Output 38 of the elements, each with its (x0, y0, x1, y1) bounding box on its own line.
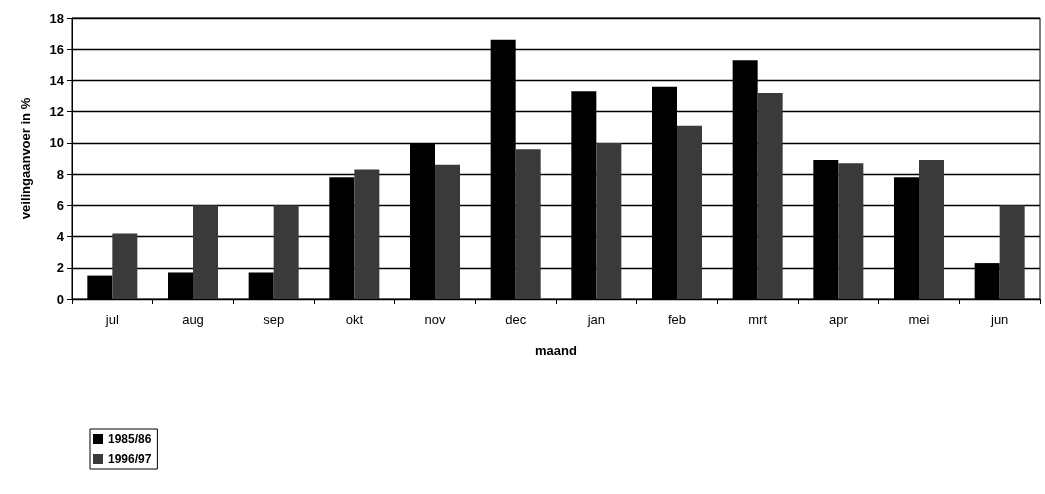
x-tick-label: jul (104, 312, 119, 327)
x-tick-label: jan (586, 312, 606, 327)
y-tick-label: 8 (56, 166, 64, 182)
y-tick-label: 10 (49, 135, 64, 151)
x-tick-label: apr (828, 312, 849, 327)
bar (193, 205, 219, 299)
x-tick-label: feb (667, 312, 687, 327)
bar (838, 163, 864, 299)
legend-label: 1985/86 (108, 432, 152, 446)
x-tick-label: mei (908, 312, 930, 327)
x-tick-label: okt (345, 312, 364, 327)
y-tick-label: 16 (49, 41, 64, 57)
bar (112, 233, 138, 299)
y-tick-label: 6 (56, 197, 64, 213)
legend-label: 1996/97 (108, 452, 152, 466)
x-tick-label: sep (263, 312, 285, 327)
y-tick-label: 18 (49, 10, 64, 26)
y-tick-label: 0 (56, 291, 64, 307)
x-tick-label: jun (989, 312, 1009, 327)
bar (999, 205, 1025, 299)
bar (757, 92, 783, 299)
y-tick-label: 4 (56, 229, 65, 245)
x-tick-label: aug (182, 312, 204, 327)
bar (354, 169, 380, 299)
x-tick-label: nov (424, 312, 446, 327)
x-tick-label: dec (505, 312, 527, 327)
y-tick-label: 2 (56, 260, 64, 276)
bar (919, 160, 945, 299)
x-axis-title: maand (535, 343, 578, 358)
bar (435, 164, 461, 299)
bar (677, 125, 703, 299)
bar (596, 142, 622, 299)
y-tick-label: 12 (49, 104, 64, 120)
bar (273, 205, 299, 299)
y-tick-label: 14 (49, 72, 65, 88)
y-axis-title: veilingaanvoer in % (18, 97, 33, 220)
x-tick-label: mrt (748, 312, 768, 327)
bar (515, 149, 541, 299)
